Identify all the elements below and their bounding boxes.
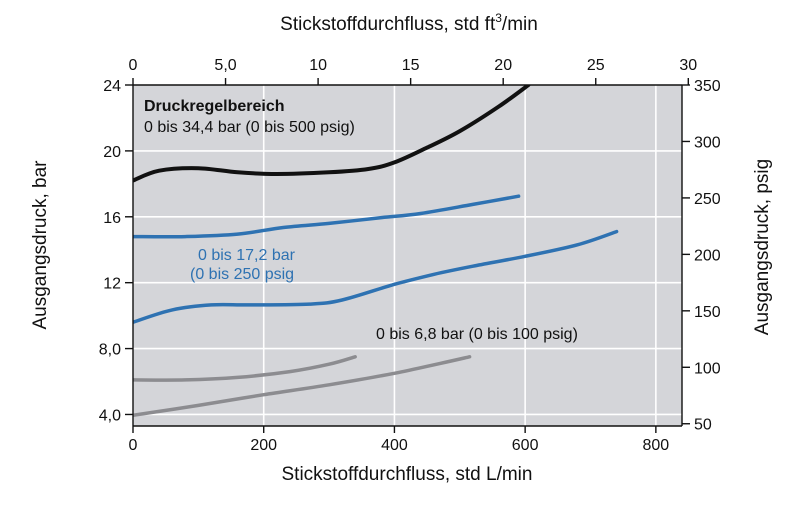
bottom-tick-label: 0 bbox=[129, 437, 138, 454]
right-tick-label: 350 bbox=[694, 78, 721, 95]
bottom-axis-title: Stickstoffdurchfluss, std L/min bbox=[282, 464, 533, 485]
left-axis-title: Ausgangsdruck, bar bbox=[30, 160, 51, 330]
series-line-1 bbox=[133, 85, 531, 183]
right-tick-label: 200 bbox=[694, 247, 721, 264]
right-tick-label: 50 bbox=[694, 417, 712, 434]
top-tick-label: 5,0 bbox=[214, 57, 236, 74]
top-tick-label: 20 bbox=[494, 57, 512, 74]
annotation-blue-line2: (0 bis 250 psig bbox=[190, 266, 294, 283]
top-axis-title-prefix: Stickstoffdurchfluss, std ft bbox=[280, 14, 496, 35]
left-tick-label: 16 bbox=[103, 210, 121, 227]
series-line-3 bbox=[133, 229, 619, 324]
left-tick-label: 24 bbox=[103, 78, 121, 95]
right-axis-title: Ausgangsdruck, psig bbox=[752, 159, 773, 335]
right-tick-label: 250 bbox=[694, 191, 721, 208]
series-line-2 bbox=[133, 194, 521, 239]
left-tick-label: 8,0 bbox=[99, 342, 121, 359]
annotation-blue-line1: 0 bis 17,2 bar bbox=[198, 247, 296, 264]
left-tick-label: 12 bbox=[103, 276, 121, 293]
annotation-gray-range: 0 bis 6,8 bar (0 bis 100 psig) bbox=[376, 326, 578, 343]
annotation-black-heading: Druckregelbereich bbox=[144, 98, 285, 115]
left-tick-label: 4,0 bbox=[99, 407, 121, 424]
axes: 0 200 400 600 800 0 5,0 10 15 20 25 30 4,0 8,0 12 16 20 2… bbox=[99, 57, 721, 454]
bottom-tick-label: 800 bbox=[643, 437, 670, 454]
left-tick-label: 20 bbox=[103, 144, 121, 161]
right-tick-label: 100 bbox=[694, 360, 721, 377]
top-tick-label: 15 bbox=[402, 57, 420, 74]
bottom-tick-label: 600 bbox=[512, 437, 539, 454]
annotation-black-range: 0 bis 34,4 bar (0 bis 500 psig) bbox=[144, 119, 355, 136]
top-tick-label: 30 bbox=[679, 57, 697, 74]
right-tick-label: 300 bbox=[694, 134, 721, 151]
top-tick-label: 10 bbox=[309, 57, 327, 74]
bottom-tick-label: 400 bbox=[381, 437, 408, 454]
right-tick-label: 150 bbox=[694, 304, 721, 321]
series-line-4 bbox=[133, 355, 357, 382]
top-tick-label: 0 bbox=[129, 57, 138, 74]
series-lines bbox=[133, 85, 619, 418]
top-tick-label: 25 bbox=[587, 57, 605, 74]
series-line-5 bbox=[133, 355, 472, 418]
top-axis-title-sup: 3 bbox=[495, 11, 502, 25]
bottom-tick-label: 200 bbox=[250, 437, 277, 454]
top-axis-title: Stickstoffdurchfluss, std ft3/min bbox=[280, 11, 538, 35]
top-axis-title-suffix: /min bbox=[502, 14, 538, 35]
